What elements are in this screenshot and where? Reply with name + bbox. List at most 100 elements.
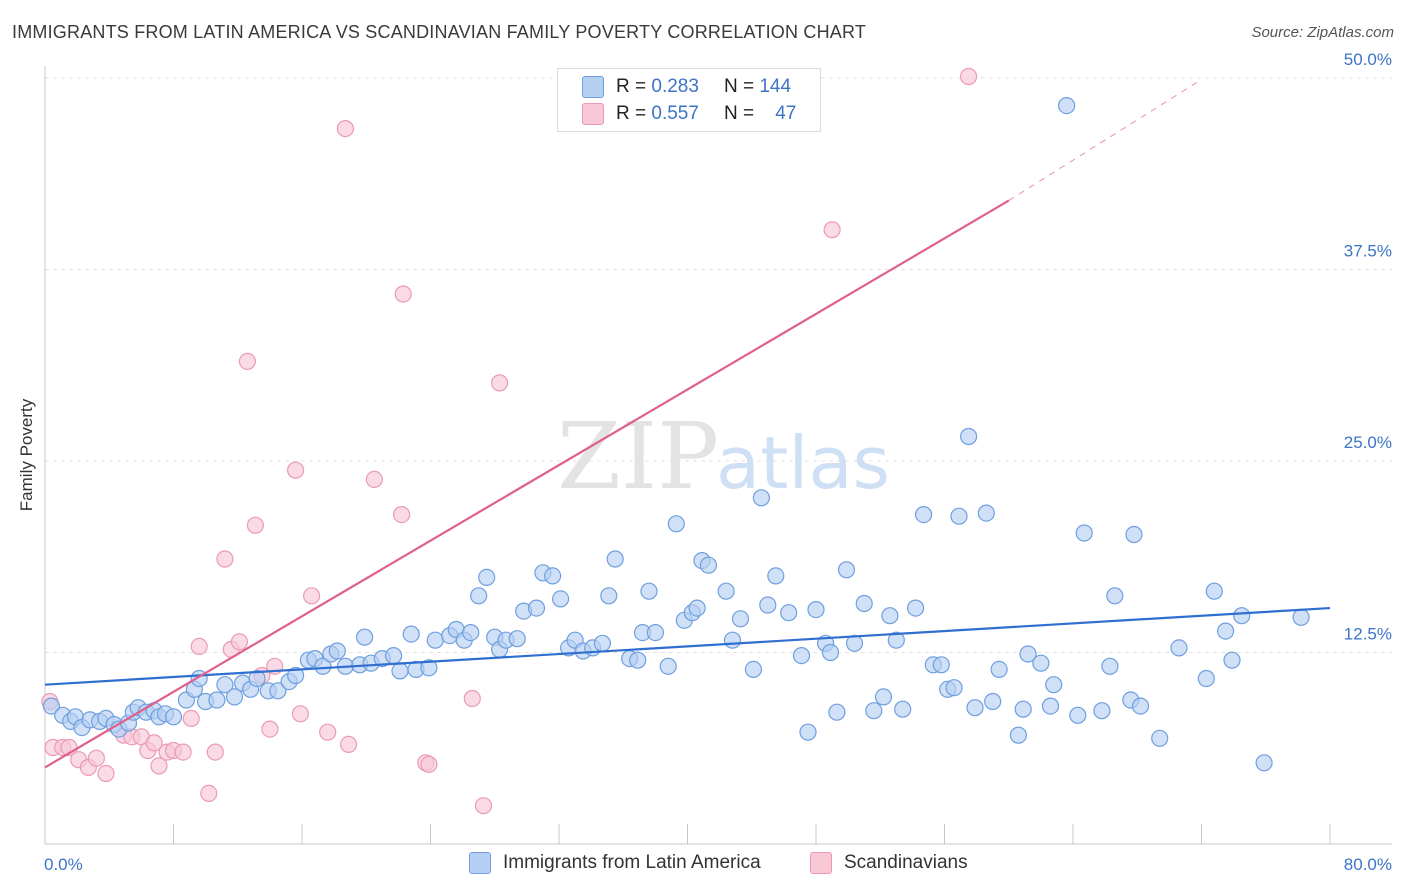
latin-america-point[interactable] [990,660,1008,679]
latin-america-point[interactable] [426,631,444,649]
latin-america-point[interactable] [1014,700,1032,718]
latin-america-point[interactable] [1151,729,1169,747]
latin-america-point[interactable] [799,723,817,741]
latin-america-point[interactable] [269,682,287,700]
latin-america-point[interactable] [744,660,763,679]
latin-america-point[interactable] [945,679,963,697]
latin-america-point[interactable] [1019,645,1037,663]
latin-america-point[interactable] [881,607,899,625]
latin-america-point[interactable] [1233,607,1251,625]
latin-america-point[interactable] [402,625,420,643]
latin-america-point[interactable] [328,642,346,660]
latin-america-point[interactable] [966,699,984,717]
latin-america-point[interactable] [1009,726,1028,744]
latin-america-point[interactable] [932,656,950,674]
scandinavian-point[interactable] [365,470,383,488]
scandinavian-point[interactable] [394,285,412,303]
latin-america-point[interactable] [629,651,647,669]
latin-america-point[interactable] [845,634,864,652]
latin-america-point[interactable] [855,594,873,613]
scandinavian-point[interactable] [190,637,208,656]
latin-america-point[interactable] [314,657,332,675]
latin-america-point[interactable] [593,634,612,652]
latin-america-point[interactable] [1093,702,1111,720]
scandinavian-point[interactable] [97,764,115,783]
latin-america-point[interactable] [287,666,305,685]
scandinavian-point[interactable] [420,755,438,773]
latin-america-point[interactable] [887,631,905,649]
latin-america-point[interactable] [950,507,968,525]
latin-america-point[interactable] [1069,706,1087,724]
latin-america-point[interactable] [1216,622,1235,640]
latin-america-point[interactable] [600,587,618,605]
latin-america-point[interactable] [667,515,685,533]
latin-america-point[interactable] [807,600,825,619]
latin-america-point[interactable] [1131,697,1150,715]
legend-item-scandinavians[interactable]: Scandinavians [810,852,968,874]
scandinavian-point[interactable] [491,374,509,392]
latin-america-point[interactable] [508,630,526,648]
scandinavian-point[interactable] [150,757,168,775]
scandinavian-point[interactable] [261,720,279,738]
latin-america-point[interactable] [470,587,488,605]
latin-america-point[interactable] [959,427,978,446]
scandinavian-point[interactable] [246,516,264,534]
latin-america-point[interactable] [208,691,226,709]
latin-america-point[interactable] [1057,96,1076,115]
scandinavian-point[interactable] [340,735,358,754]
scandinavian-point[interactable] [206,743,224,761]
scandinavian-point[interactable] [174,743,192,761]
latin-america-point[interactable] [527,599,546,617]
scandinavian-point[interactable] [182,709,200,728]
latin-america-point[interactable] [1197,669,1215,688]
latin-america-point[interactable] [731,610,750,628]
latin-america-point[interactable] [659,657,677,675]
latin-america-point[interactable] [914,505,933,524]
latin-america-point[interactable] [216,676,234,694]
latin-america-point[interactable] [225,688,244,706]
latin-america-point[interactable] [1125,525,1143,544]
latin-america-point[interactable] [759,596,777,614]
latin-america-point[interactable] [640,582,658,600]
latin-america-point[interactable] [984,692,1002,711]
latin-america-point[interactable] [874,688,893,706]
latin-america-point[interactable] [1255,754,1273,772]
latin-america-point[interactable] [164,708,183,726]
scandinavian-point[interactable] [474,797,493,815]
latin-america-point[interactable] [792,646,811,665]
latin-america-point[interactable] [462,623,480,642]
latin-america-point[interactable] [42,697,61,715]
latin-america-point[interactable] [837,561,856,579]
scandinavian-point[interactable] [393,505,411,524]
latin-america-point[interactable] [780,604,798,622]
scandinavian-point[interactable] [463,689,481,708]
latin-america-point[interactable] [1205,582,1223,600]
latin-america-point[interactable] [894,700,912,718]
latin-america-point[interactable] [606,550,624,568]
scandinavian-point[interactable] [230,633,248,651]
scandinavian-point[interactable] [238,352,256,370]
latin-america-point[interactable] [356,628,374,646]
latin-america-point[interactable] [248,669,266,688]
latin-america-point[interactable] [752,489,771,507]
latin-america-point[interactable] [385,646,403,665]
latin-america-point[interactable] [1292,608,1310,626]
scandinavian-point[interactable] [145,734,163,752]
scandinavian-point[interactable] [287,461,305,479]
scandinavian-point[interactable] [336,120,354,138]
latin-america-point[interactable] [646,623,665,642]
latin-america-point[interactable] [420,659,438,677]
scandinavian-point[interactable] [959,67,978,86]
latin-america-point[interactable] [1223,651,1241,669]
latin-america-point[interactable] [1075,524,1093,542]
scandinavian-point[interactable] [87,749,106,767]
latin-america-point[interactable] [828,703,846,721]
latin-america-point[interactable] [865,702,883,720]
scandinavian-point[interactable] [823,221,841,239]
latin-america-point[interactable] [1170,639,1188,657]
legend-item-latin-america[interactable]: Immigrants from Latin America [469,852,761,874]
latin-america-point[interactable] [478,568,496,587]
latin-america-point[interactable] [543,567,562,585]
scandinavian-point[interactable] [216,550,234,568]
latin-america-point[interactable] [821,643,840,662]
